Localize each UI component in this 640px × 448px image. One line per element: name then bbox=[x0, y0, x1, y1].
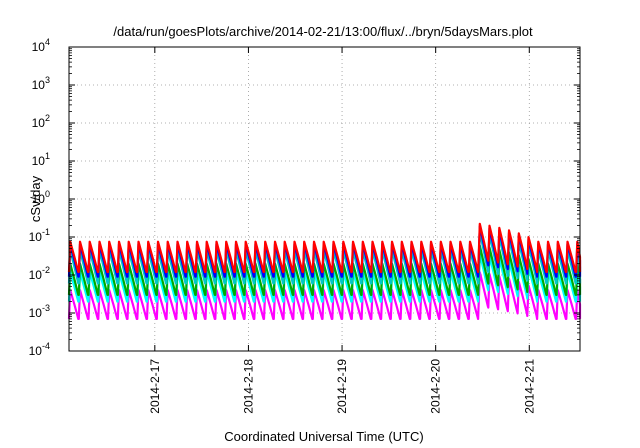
x-tick-label: 2014-2-20 bbox=[429, 359, 443, 414]
y-tick-label: 10-4 bbox=[29, 341, 50, 358]
y-tick-label: 10-1 bbox=[29, 227, 50, 244]
x-tick-label: 2014-2-18 bbox=[241, 359, 255, 414]
series-line bbox=[67, 231, 582, 285]
y-tick-label: 10-3 bbox=[29, 303, 50, 320]
chart-title: /data/run/goesPlots/archive/2014-02-21/1… bbox=[113, 24, 533, 39]
x-tick-label: 2014-2-21 bbox=[522, 359, 536, 414]
grid-lines bbox=[69, 47, 580, 351]
series-line bbox=[67, 271, 582, 320]
y-tick-label: 104 bbox=[32, 37, 50, 54]
x-axis-ticks: 2014-2-17 2014-2-18 2014-2-19 2014-2-20 2014… bbox=[148, 47, 536, 414]
x-tick-label: 2014-2-19 bbox=[335, 359, 349, 414]
series-line bbox=[67, 244, 582, 296]
y-tick-label: 102 bbox=[32, 113, 50, 130]
y-tick-label: 103 bbox=[32, 75, 50, 92]
y-axis-label: cSv/day bbox=[28, 175, 43, 222]
data-series bbox=[67, 222, 582, 320]
x-axis-label: Coordinated Universal Time (UTC) bbox=[224, 429, 423, 444]
series-line bbox=[67, 252, 582, 303]
y-tick-label: 10-2 bbox=[29, 265, 50, 282]
series-line bbox=[67, 222, 582, 274]
x-tick-label: 2014-2-17 bbox=[148, 359, 162, 414]
y-tick-label: 101 bbox=[32, 151, 50, 168]
